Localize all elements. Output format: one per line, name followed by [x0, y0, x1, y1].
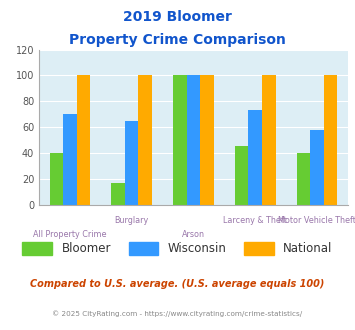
- Bar: [111, 182, 125, 205]
- Bar: [50, 153, 63, 205]
- Text: Motor Vehicle Theft: Motor Vehicle Theft: [278, 216, 355, 225]
- Bar: [63, 114, 77, 205]
- Text: Burglary: Burglary: [115, 216, 149, 225]
- Text: Larceny & Theft: Larceny & Theft: [223, 216, 287, 225]
- Bar: [187, 75, 200, 205]
- Text: Arson: Arson: [182, 230, 205, 239]
- Bar: [138, 75, 152, 205]
- Text: 2019 Bloomer: 2019 Bloomer: [123, 10, 232, 24]
- Text: Compared to U.S. average. (U.S. average equals 100): Compared to U.S. average. (U.S. average …: [30, 279, 325, 289]
- Bar: [310, 130, 324, 205]
- Bar: [262, 75, 275, 205]
- Bar: [248, 110, 262, 205]
- Bar: [77, 75, 90, 205]
- Bar: [200, 75, 214, 205]
- Bar: [125, 120, 138, 205]
- Bar: [297, 153, 310, 205]
- Bar: [173, 75, 187, 205]
- Text: All Property Crime: All Property Crime: [33, 230, 107, 239]
- Text: Property Crime Comparison: Property Crime Comparison: [69, 33, 286, 47]
- Text: © 2025 CityRating.com - https://www.cityrating.com/crime-statistics/: © 2025 CityRating.com - https://www.city…: [53, 310, 302, 317]
- Legend: Bloomer, Wisconsin, National: Bloomer, Wisconsin, National: [18, 237, 337, 260]
- Bar: [235, 147, 248, 205]
- Bar: [324, 75, 337, 205]
